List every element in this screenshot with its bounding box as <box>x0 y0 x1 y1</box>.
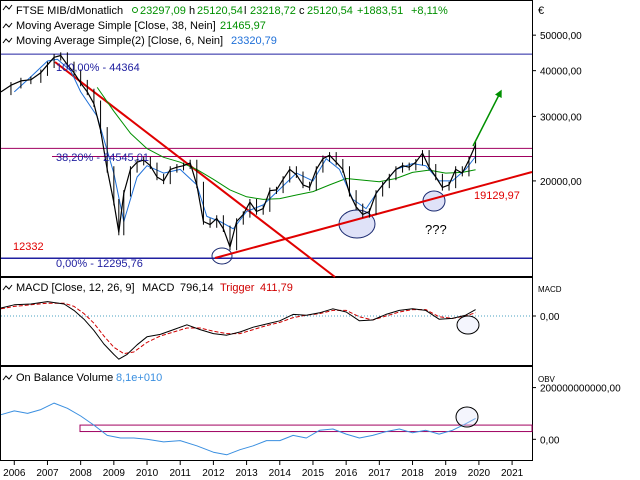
obv-y-tick-label: 0,00 <box>540 435 560 446</box>
low-marker: l <box>244 5 246 17</box>
trend-value-label: 19129,97 <box>474 190 520 202</box>
x-tick-label: 2014 <box>269 468 292 479</box>
obv-legend: On Balance Volume 8,1e+010 <box>2 372 162 384</box>
macd-y-axis: 0,00 <box>532 312 560 323</box>
price-pane-frame <box>0 0 533 277</box>
x-tick-label: 2017 <box>368 468 391 479</box>
open-icon <box>132 7 138 13</box>
high-marker: h <box>189 5 195 17</box>
obv-y-tick-label: 200000000000,00 <box>540 384 621 395</box>
ma6-legend-name: Moving Average Simple(2) [Close, 6, Nein… <box>16 35 223 47</box>
bottom-highlight-2012 <box>211 247 233 265</box>
price-y-tick-label: 20000,00 <box>540 177 582 188</box>
price-legend: FTSE MIB/d Monatlich 23297,09 h 25120,54… <box>2 4 448 47</box>
low-label: 12332 <box>13 241 44 253</box>
macd-value: 796,14 <box>180 282 214 294</box>
change-value: +1883,51 <box>357 5 403 17</box>
macd-legend: MACD [Close, 12, 26, 9] MACD 796,14 Trig… <box>2 282 293 294</box>
x-tick-label: 2016 <box>335 468 358 479</box>
macd-legend-name: MACD [Close, 12, 26, 9] <box>16 282 135 294</box>
x-tick-label: 2009 <box>103 468 126 479</box>
x-axis: 2006 2007 2008 2009 2010 2011 2012 2013 2014 2015… <box>3 461 524 479</box>
chart-subtitle: Monatlich <box>76 5 123 17</box>
ma6-legend-icon <box>2 37 13 44</box>
x-tick-label: 2006 <box>3 468 26 479</box>
close-marker: c <box>299 5 305 17</box>
open-value: 23297,09 <box>140 5 186 17</box>
macd-highlight <box>456 315 480 335</box>
x-tick-label: 2021 <box>501 468 524 479</box>
trigger-label: Trigger <box>220 282 255 294</box>
obv-line <box>0 402 476 456</box>
chart-title: FTSE MIB/d <box>16 5 76 17</box>
change-percent: +8,11% <box>411 5 448 17</box>
question-annotation: ??? <box>425 222 447 237</box>
obv-pane-frame <box>0 366 533 461</box>
x-tick-label: 2008 <box>70 468 93 479</box>
price-y-tick-label: 30000,00 <box>540 112 582 123</box>
macd-legend-icon <box>2 284 13 291</box>
price-levels <box>1 53 532 260</box>
macd-title: MACD <box>142 282 174 294</box>
obv-legend-icon <box>2 374 13 381</box>
obv-value: 8,1e+010 <box>116 372 162 384</box>
fib-100-label: 100,00% - 44364 <box>56 62 140 74</box>
price-series-group <box>0 52 477 251</box>
trigger-line <box>0 302 476 355</box>
trigger-value: 411,79 <box>260 282 293 294</box>
x-tick-label: 2019 <box>435 468 458 479</box>
price-y-axis: 20000,00 30000,00 40000,00 50000,00 <box>532 31 582 188</box>
x-tick-label: 2018 <box>401 468 424 479</box>
high-value: 25120,54 <box>197 5 243 17</box>
macd-series-group <box>0 301 476 360</box>
obv-axis-label: OBV <box>538 375 556 384</box>
macd-axis-label: MACD <box>538 285 562 294</box>
macd-line <box>0 301 476 360</box>
fib-38-label: 38,20% - 24545,01 <box>56 152 149 164</box>
macd-pane-frame <box>0 277 533 366</box>
ma38-legend-name: Moving Average Simple [Close, 38, Nein] <box>16 20 216 32</box>
ma38-legend-value: 21465,97 <box>220 20 266 32</box>
currency-symbol: € <box>538 5 544 17</box>
x-tick-label: 2011 <box>169 468 191 479</box>
obv-highlight <box>455 406 479 428</box>
ma6-legend-value: 23320,79 <box>231 35 277 47</box>
x-tick-label: 2015 <box>302 468 325 479</box>
ma38-line <box>96 87 476 200</box>
price-y-tick-label: 50000,00 <box>540 31 582 42</box>
ma38-legend-icon <box>2 22 13 29</box>
obv-y-axis: 0,00 200000000000,00 <box>532 384 621 446</box>
obv-title: On Balance Volume <box>16 372 113 384</box>
uptrend-line <box>214 171 533 259</box>
x-tick-label: 2020 <box>468 468 491 479</box>
price-y-tick-label: 40000,00 <box>540 67 582 78</box>
low-value: 23218,72 <box>250 5 296 17</box>
downtrend-line <box>54 61 336 278</box>
macd-y-tick-label: 0,00 <box>540 312 560 323</box>
fib-0-label: 0,00% - 12295,76 <box>56 258 143 270</box>
close-value: 25120,54 <box>307 5 353 17</box>
breakout-arrow <box>472 89 502 147</box>
obv-series-group <box>0 402 476 456</box>
x-tick-label: 2013 <box>235 468 258 479</box>
line-chart-icon <box>2 4 13 11</box>
x-tick-label: 2010 <box>136 468 159 479</box>
x-tick-label: 2007 <box>36 468 59 479</box>
x-tick-label: 2012 <box>202 468 225 479</box>
obv-band <box>79 424 533 433</box>
